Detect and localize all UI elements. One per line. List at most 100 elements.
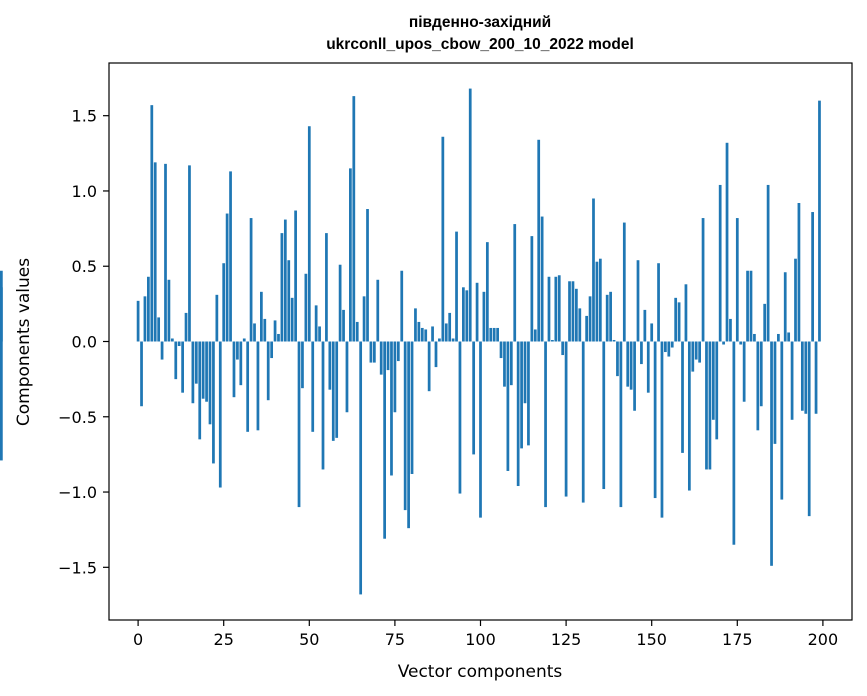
bar-99 — [475, 282, 479, 342]
bar-110 — [513, 224, 517, 342]
bar-157 — [674, 297, 678, 342]
bar-185 — [770, 341, 773, 566]
bar-74 — [390, 341, 393, 476]
bar-107 — [503, 341, 506, 387]
bar-27 — [229, 171, 232, 342]
bar-112 — [520, 341, 523, 449]
bar-5 — [153, 162, 157, 342]
bar-118 — [540, 216, 544, 342]
bar-193 — [797, 203, 801, 342]
bar-168 — [711, 341, 715, 420]
bar-81 — [414, 308, 417, 342]
bar-85 — [427, 341, 431, 392]
y-tick-label: 0.0 — [72, 333, 97, 352]
bar-131 — [585, 315, 589, 342]
x-tick-label: 100 — [465, 630, 496, 649]
bar-11 — [174, 341, 178, 380]
bar-13 — [181, 341, 184, 393]
bar-179 — [749, 270, 753, 342]
bar-19 — [201, 341, 205, 399]
bar-101 — [482, 291, 486, 342]
bar-16 — [191, 341, 195, 404]
bar-198 — [814, 341, 818, 414]
bar-63 — [352, 96, 356, 342]
bar-10 — [170, 338, 174, 342]
bar-142 — [622, 222, 626, 342]
bar-158 — [677, 302, 681, 342]
bar-138 — [609, 291, 612, 342]
bar-121 — [551, 339, 554, 342]
bar-14 — [184, 312, 188, 342]
bar-97 — [468, 88, 472, 342]
bar-113 — [523, 341, 527, 404]
bar-72 — [383, 341, 386, 539]
bar-105 — [496, 327, 499, 342]
bar-153 — [660, 341, 664, 518]
bar-3 — [147, 276, 150, 342]
bar-180 — [753, 333, 756, 342]
bar-170 — [718, 184, 722, 342]
bar-4 — [150, 105, 154, 342]
bar-21 — [208, 341, 212, 425]
bar-83 — [420, 327, 424, 342]
bar-undefined — [0, 287, 3, 342]
bar-60 — [342, 309, 345, 342]
bar-1 — [140, 341, 143, 407]
bar-106 — [499, 341, 503, 359]
bar-178 — [746, 270, 749, 342]
bar-77 — [400, 270, 404, 342]
bar-122 — [554, 276, 558, 342]
bar-95 — [462, 287, 465, 342]
chart-title: південно-західний — [409, 14, 551, 31]
bar-92 — [451, 338, 455, 342]
bar-162 — [691, 341, 695, 372]
bar-96 — [465, 290, 469, 342]
bar-197 — [811, 212, 814, 342]
bar-181 — [756, 341, 760, 431]
bar-80 — [410, 341, 414, 474]
bar-137 — [605, 294, 609, 342]
bar-126 — [568, 281, 571, 342]
chart-subtitle: ukrconll_upos_cbow_200_10_2022 model — [326, 36, 634, 53]
bar-163 — [694, 341, 698, 360]
bar-82 — [417, 321, 421, 342]
bar-184 — [766, 184, 770, 342]
bar-192 — [794, 258, 797, 342]
bar-186 — [773, 341, 777, 444]
bar-34 — [253, 323, 256, 342]
bar-190 — [787, 332, 791, 342]
bar-47 — [297, 341, 301, 508]
bar-194 — [800, 341, 804, 411]
bar-116 — [533, 329, 537, 342]
bar-149 — [646, 341, 650, 393]
bar-139 — [612, 339, 616, 342]
bar-68 — [369, 341, 373, 363]
bar-78 — [403, 341, 407, 511]
bar-15 — [188, 165, 191, 342]
bar-24 — [218, 341, 222, 488]
y-axis: 1.5 1.0 0.5 0.0 −0.5 −1.0 −1.5 — [58, 107, 109, 577]
bar-32 — [246, 341, 250, 432]
bar-23 — [215, 294, 219, 342]
bar-145 — [633, 341, 636, 411]
y-tick-label: 1.5 — [72, 107, 97, 126]
bar-187 — [777, 333, 780, 342]
bar-89 — [441, 136, 445, 342]
bar-199 — [818, 100, 821, 342]
bar-174 — [732, 341, 736, 545]
bar-165 — [701, 218, 705, 342]
bar-57 — [331, 341, 335, 441]
bar-51 — [311, 341, 315, 432]
bar-50 — [307, 126, 311, 342]
bar-18 — [198, 341, 202, 440]
bar-6 — [157, 317, 161, 342]
y-tick-label: −0.5 — [58, 408, 97, 427]
bar-109 — [509, 341, 513, 386]
bar-124 — [561, 341, 565, 356]
bar-166 — [705, 341, 708, 470]
bar-43 — [283, 219, 287, 342]
bar-38 — [266, 341, 270, 401]
bar-182 — [759, 341, 763, 407]
bar-66 — [362, 296, 366, 342]
bar-151 — [653, 341, 657, 499]
